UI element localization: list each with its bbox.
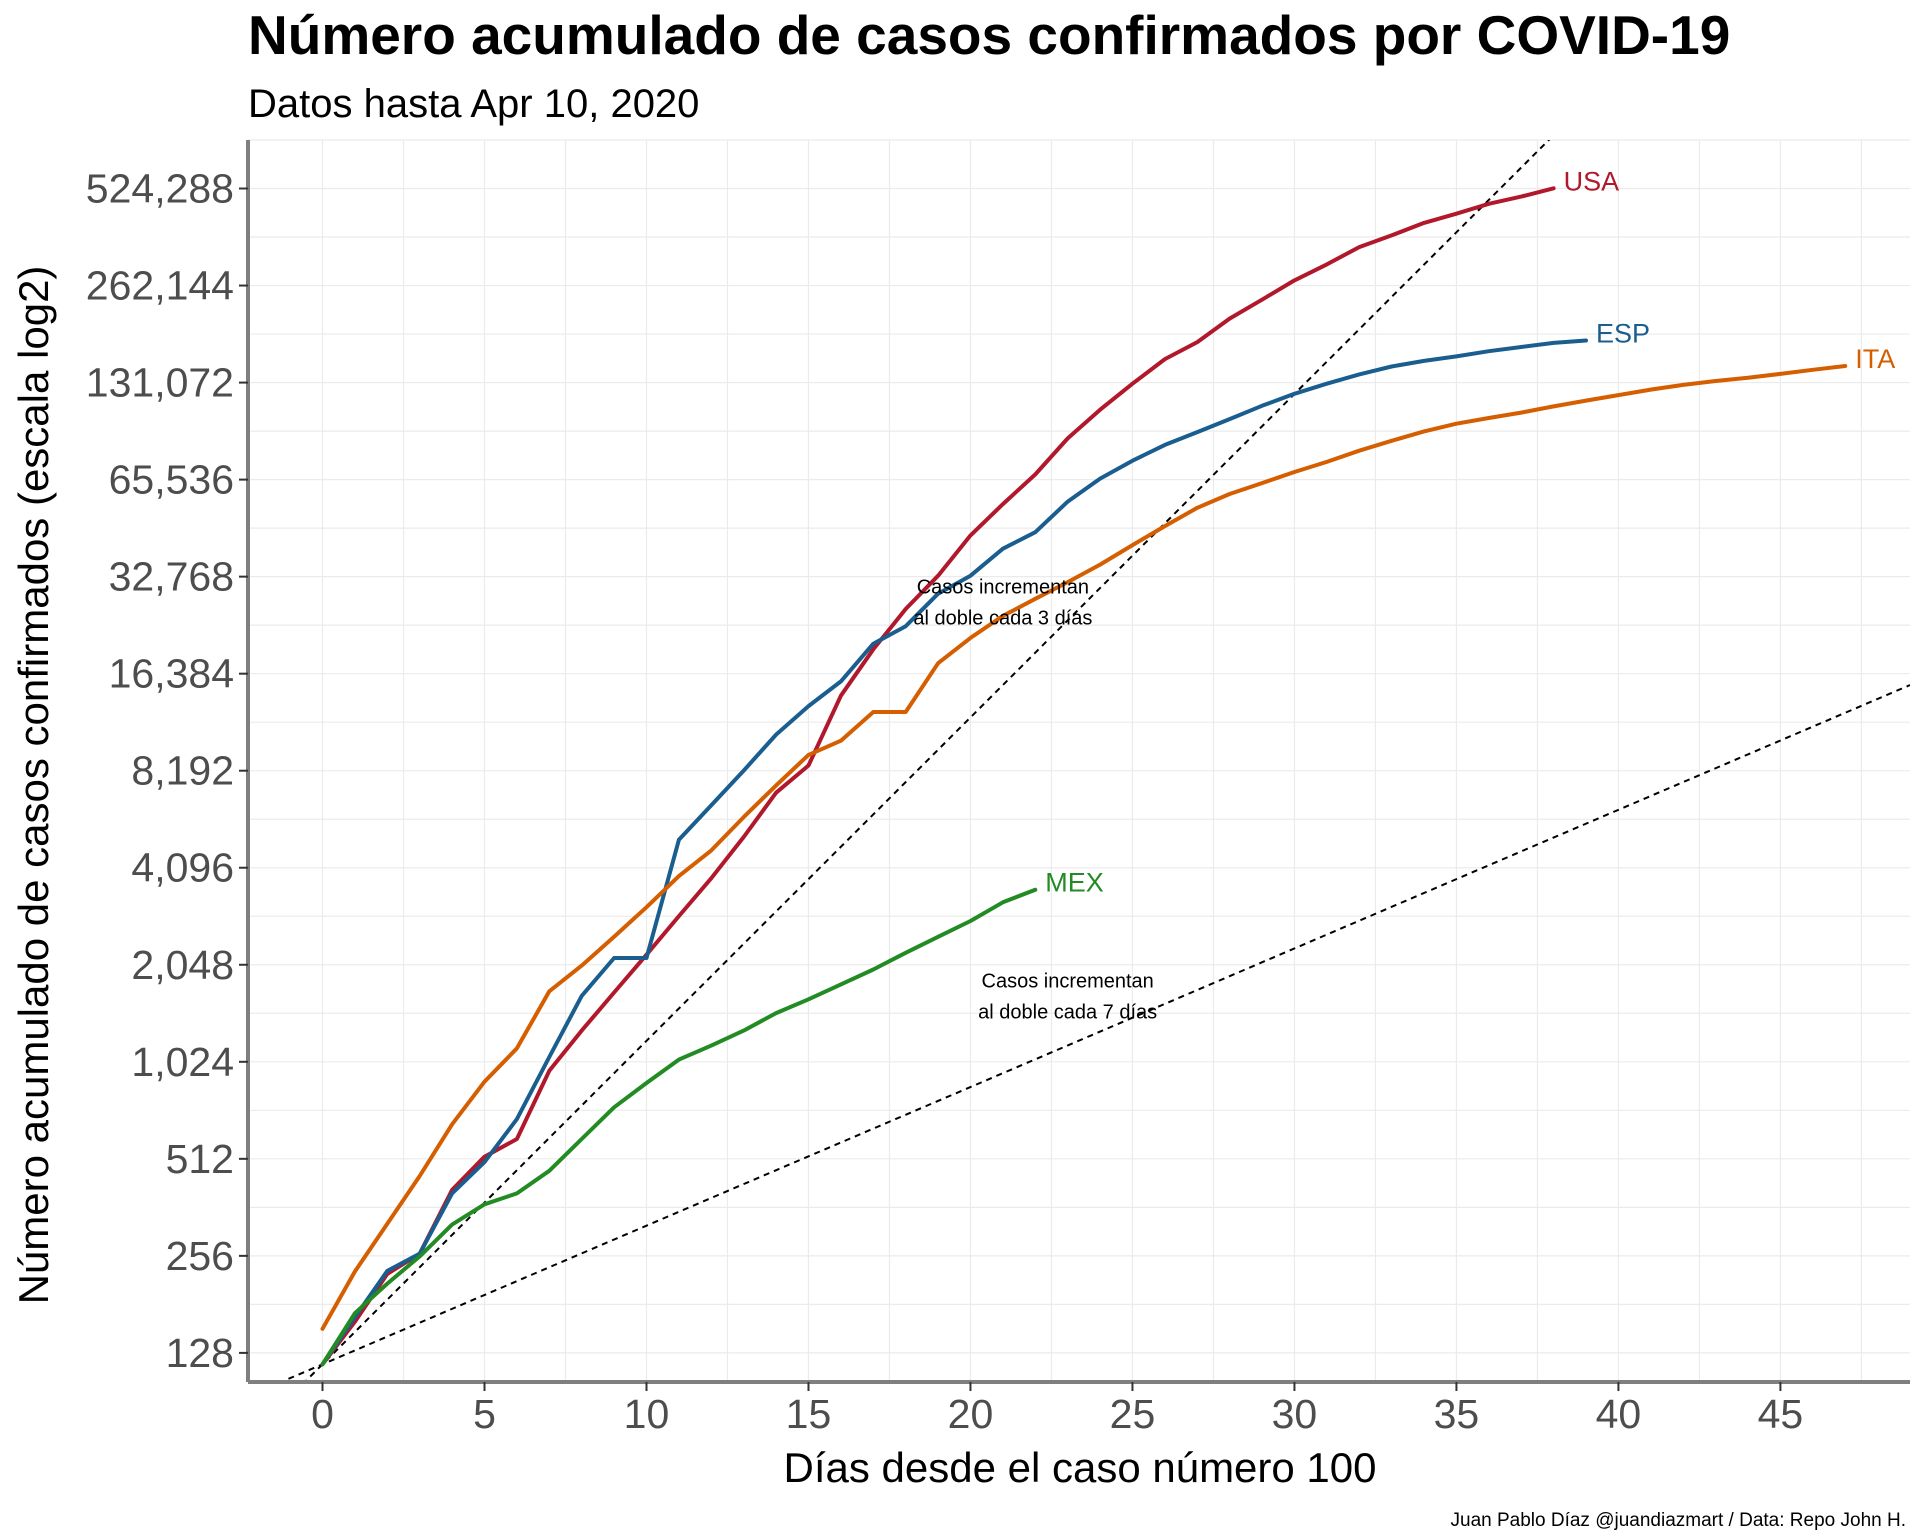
x-tick-label: 0 (311, 1391, 334, 1437)
x-tick-label: 25 (1110, 1391, 1156, 1437)
y-tick-label: 512 (166, 1136, 234, 1182)
y-tick-label: 16,384 (109, 651, 234, 697)
series-label-usa: USA (1564, 166, 1620, 196)
y-tick-label: 2,048 (131, 942, 234, 988)
y-tick-label: 32,768 (109, 554, 234, 600)
series-lines (320, 186, 1848, 1367)
y-tick-label: 4,096 (131, 845, 234, 891)
series-line-esp (320, 338, 1588, 1367)
x-tick-label: 40 (1596, 1391, 1642, 1437)
reference-annotation-line: Casos incrementan (917, 577, 1089, 599)
series-line-usa (320, 186, 1556, 1367)
x-tick-label: 30 (1272, 1391, 1318, 1437)
x-tick-label: 45 (1758, 1391, 1804, 1437)
reference-annotation-line: al doble cada 7 días (978, 1002, 1157, 1024)
y-tick-label: 256 (166, 1233, 234, 1279)
y-tick-label: 262,144 (86, 263, 234, 309)
reference-annotation-line: al doble cada 3 días (913, 608, 1092, 630)
series-line-ita (320, 364, 1848, 1331)
grid (248, 139, 1910, 1382)
x-tick-label: 15 (786, 1391, 832, 1437)
y-axis-title: Número acumulado de casos confirmados (e… (10, 266, 57, 1305)
axes: 128 256 512 1,024 2,048 4,096 8,192 16,384 32,76… (86, 140, 1910, 1437)
chart-subtitle: Datos hasta Apr 10, 2020 (248, 82, 699, 126)
x-axis-title: Días desde el caso número 100 (783, 1444, 1376, 1491)
y-tick-label: 131,072 (86, 360, 234, 406)
annotations: Casos incrementan al doble cada 3 días Cas… (913, 577, 1157, 1024)
series-label-esp: ESP (1596, 319, 1650, 349)
reference-line-doubling-7-days (278, 684, 1910, 1382)
x-tick-label: 5 (473, 1391, 496, 1437)
series-label-mex: MEX (1045, 868, 1104, 898)
series-label-ita: ITA (1855, 344, 1895, 374)
reference-lines (278, 140, 1910, 1382)
y-tick-label: 128 (166, 1330, 234, 1376)
y-tick-label: 8,192 (131, 748, 234, 794)
y-tick-label: 524,288 (86, 166, 234, 212)
y-tick-label: 1,024 (131, 1039, 234, 1085)
series-labels: USA ESP ITA MEX (1045, 166, 1895, 897)
x-tick-label: 10 (624, 1391, 670, 1437)
y-tick-label: 65,536 (109, 457, 234, 503)
series-line-mex (320, 887, 1038, 1367)
chart-caption: Juan Pablo Díaz @juandiazmart / Data: Re… (1451, 1510, 1906, 1531)
chart-title: Número acumulado de casos confirmados po… (248, 4, 1730, 66)
reference-line-doubling-3-days (303, 140, 1551, 1382)
x-tick-label: 20 (948, 1391, 994, 1437)
x-tick-label: 35 (1434, 1391, 1480, 1437)
reference-annotation-line: Casos incrementan (982, 971, 1154, 993)
